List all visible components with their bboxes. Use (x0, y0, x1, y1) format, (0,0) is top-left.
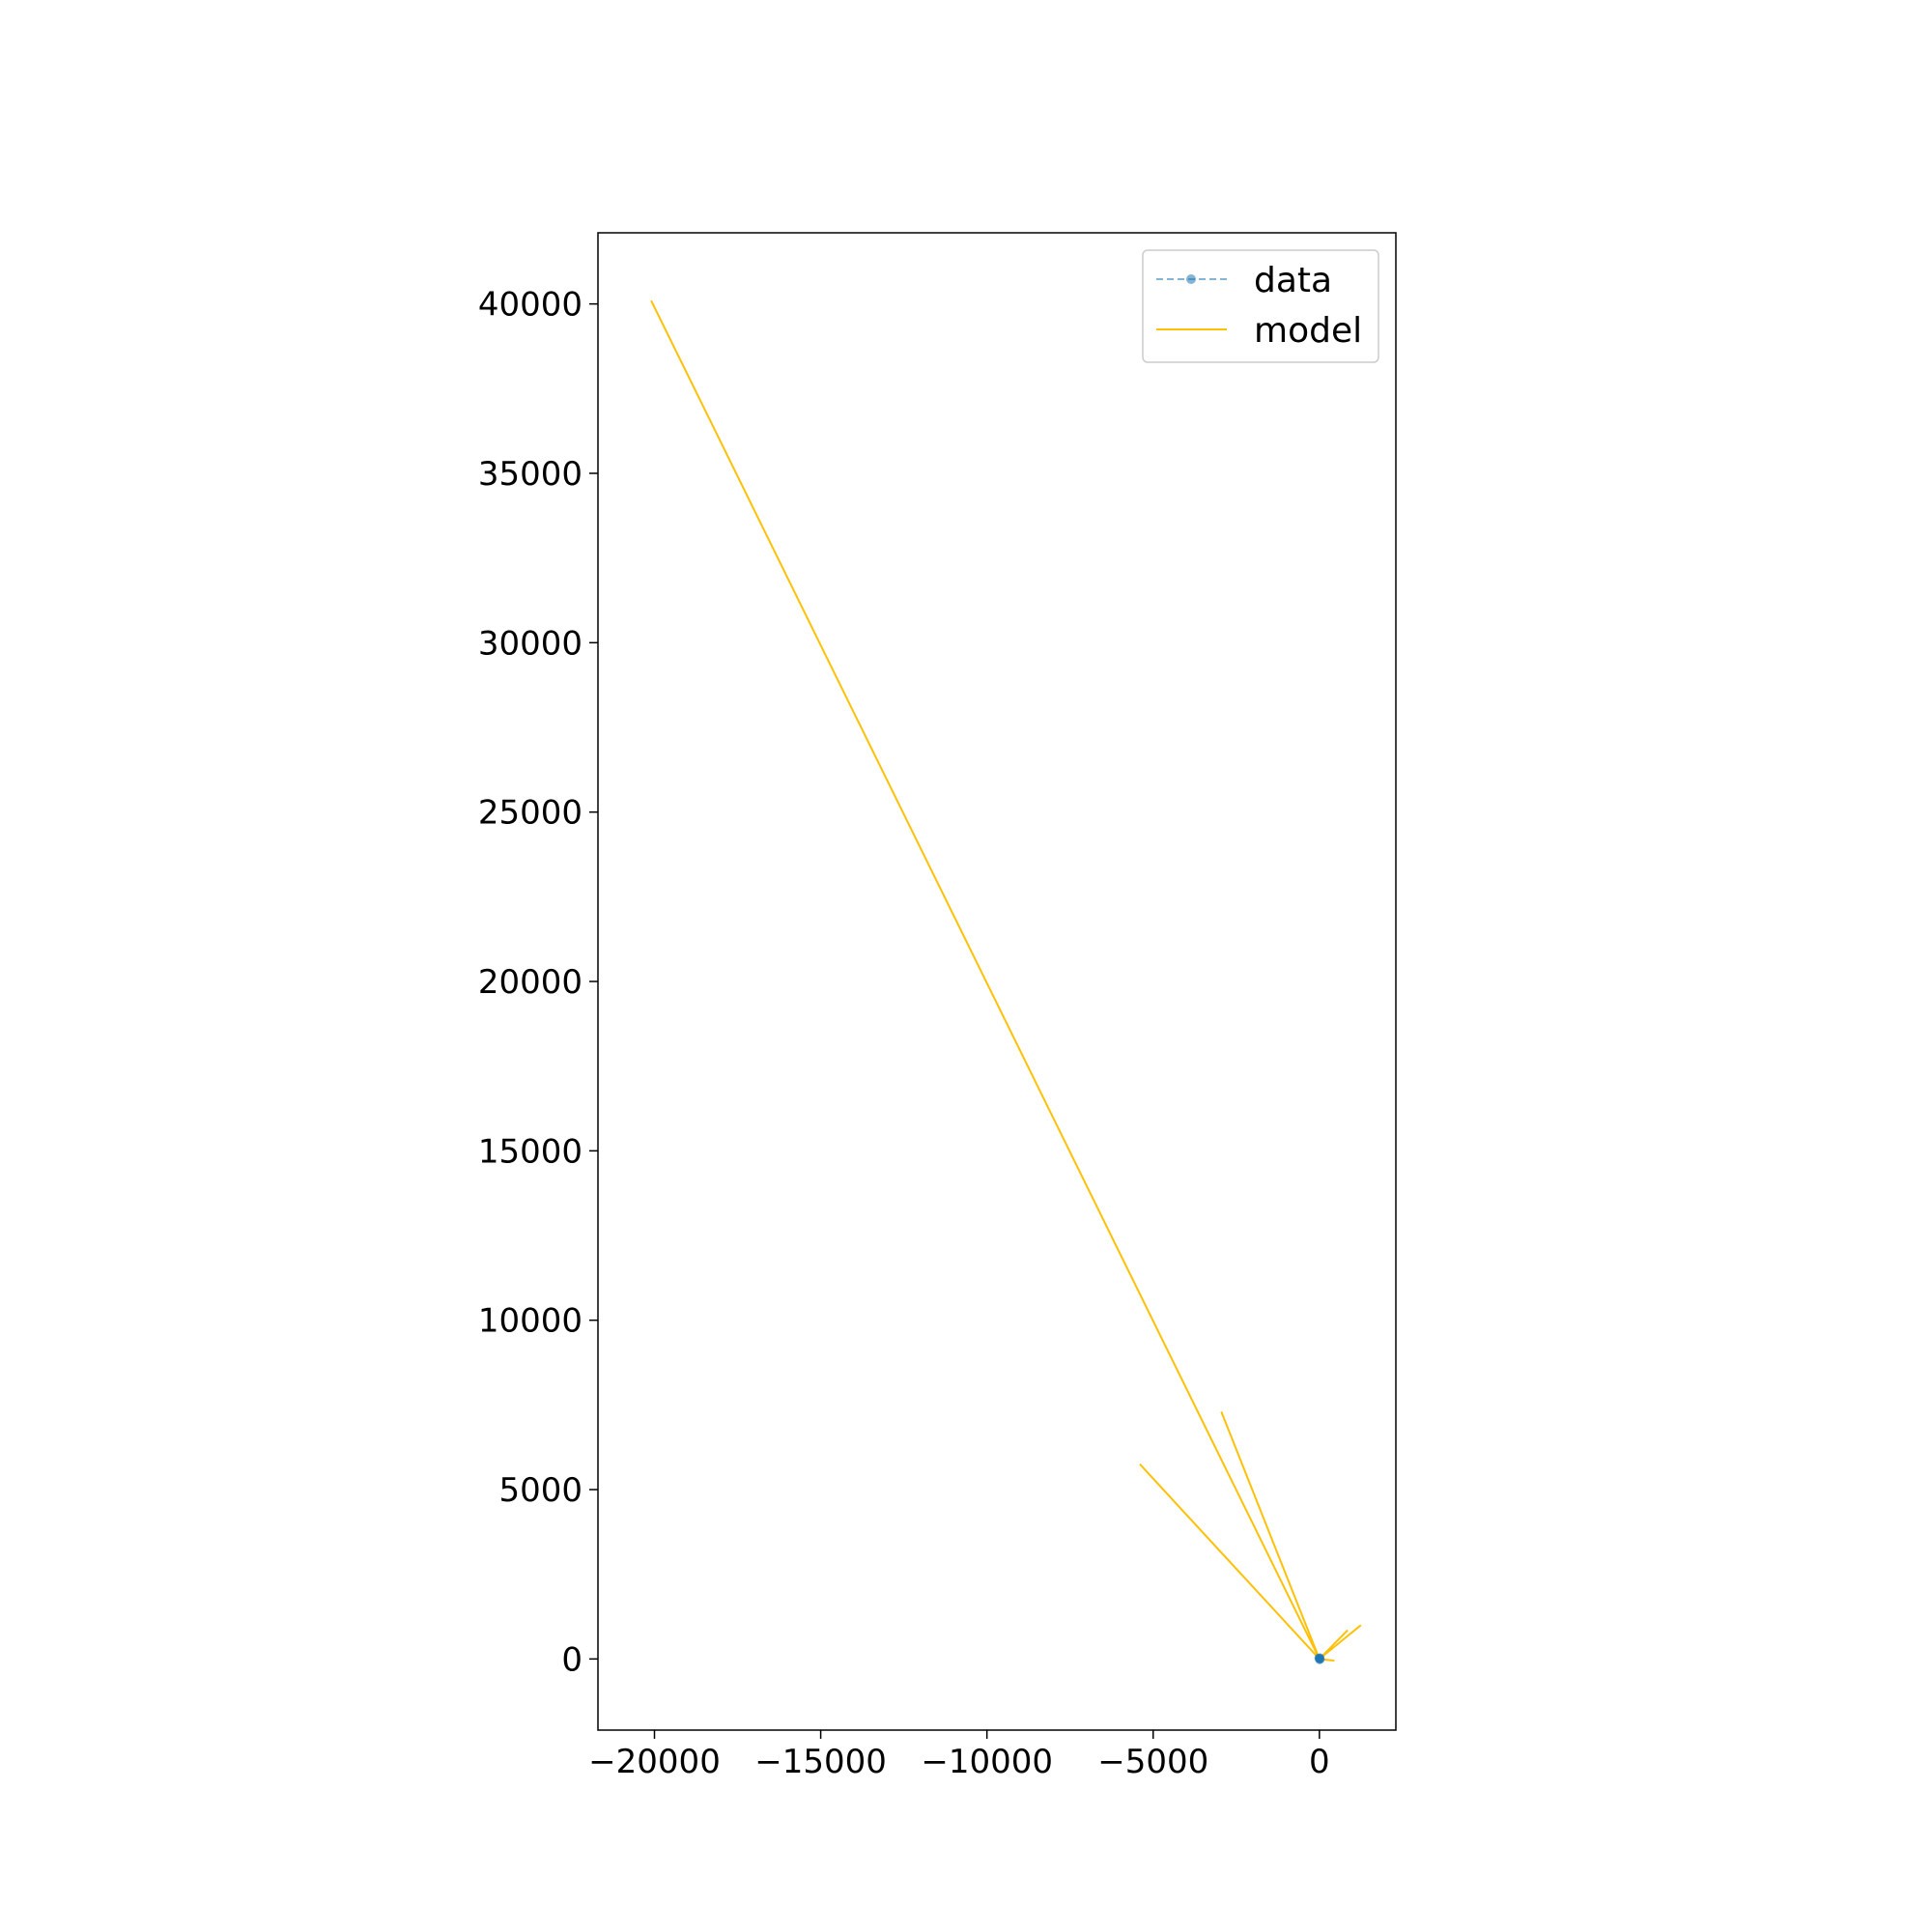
legend-label-model: model (1254, 311, 1362, 351)
y-tick-label: 10000 (478, 1302, 582, 1341)
data-point (1315, 1655, 1324, 1664)
y-tick-label: 40000 (478, 286, 582, 325)
y-tick-label: 0 (561, 1640, 582, 1679)
y-axis: 0 5000 10000 15000 20000 25000 30000 35000 40000 (478, 286, 598, 1679)
y-tick-label: 30000 (478, 624, 582, 663)
x-tick-label: −5000 (1097, 1743, 1208, 1781)
y-tick-label: 5000 (498, 1471, 582, 1510)
y-tick-label: 20000 (478, 963, 582, 1002)
legend: data model (1142, 249, 1379, 363)
series-layer (650, 299, 1362, 1664)
x-tick-label: −15000 (754, 1743, 887, 1781)
x-axis: −20000 −15000 −10000 −5000 0 (588, 1730, 1330, 1781)
x-tick-label: 0 (1309, 1743, 1330, 1781)
plot-area (598, 233, 1396, 1730)
x-tick-label: −20000 (588, 1743, 721, 1781)
x-tick-label: −10000 (921, 1743, 1053, 1781)
y-tick-label: 25000 (478, 794, 582, 833)
y-tick-label: 35000 (478, 455, 582, 494)
legend-label-data: data (1254, 261, 1332, 300)
legend-data-marker (1186, 274, 1196, 284)
y-tick-label: 15000 (478, 1132, 582, 1171)
